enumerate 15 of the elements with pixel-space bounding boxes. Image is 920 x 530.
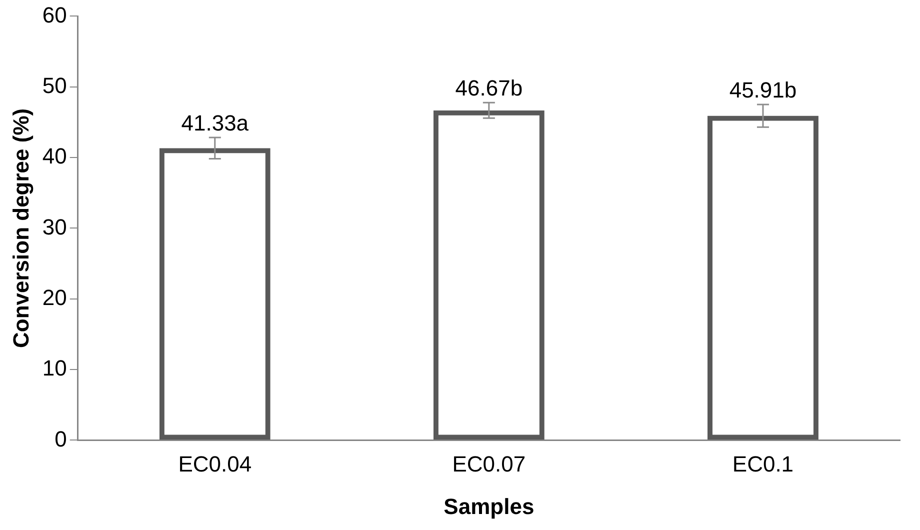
y-tick-label: 30	[42, 214, 67, 240]
data-label: 41.33a	[181, 110, 250, 136]
x-tick-label: EC0.07	[452, 451, 526, 476]
x-tick-label: EC0.1	[732, 451, 794, 476]
x-tick-label: EC0.04	[178, 451, 252, 476]
y-tick-label: 20	[42, 284, 67, 310]
data-label: 46.67b	[455, 76, 523, 101]
y-tick-label: 40	[42, 144, 67, 169]
x-axis-title: Samples	[444, 494, 534, 519]
data-label: 45.91b	[729, 78, 797, 103]
y-tick-label: 0	[54, 426, 67, 452]
y-axis-title: Conversion degree (%)	[8, 108, 34, 348]
y-tick-label: 60	[42, 2, 67, 28]
y-tick-label: 10	[42, 356, 67, 381]
y-tick-label: 50	[42, 72, 67, 98]
